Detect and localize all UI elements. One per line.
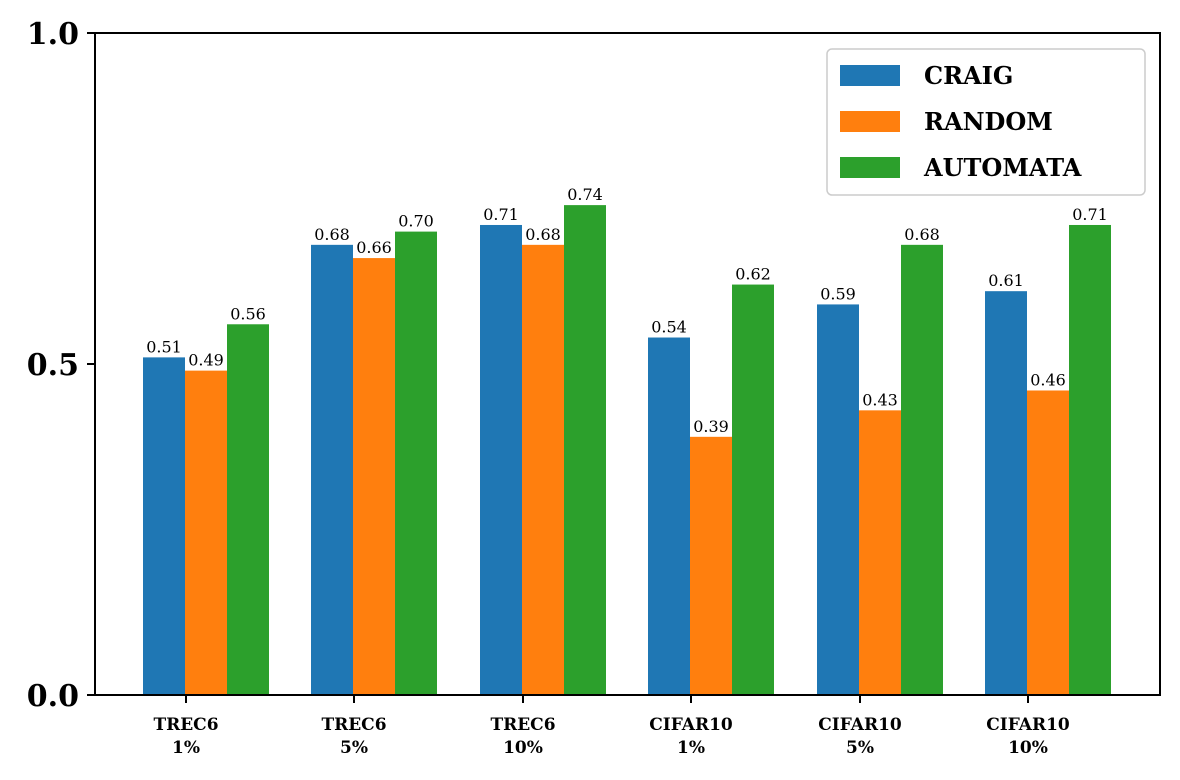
x-tick-label: TREC6 (490, 715, 555, 735)
x-tick-label: CIFAR10 (986, 715, 1070, 735)
x-tick-label: CIFAR10 (818, 715, 902, 735)
bar-value-label: 0.59 (820, 284, 856, 303)
bar-value-label: 0.39 (693, 417, 729, 436)
bar-automata-5 (1069, 224, 1111, 696)
x-tick-label: 10% (503, 738, 543, 758)
bar-craig-3 (648, 337, 690, 695)
legend-label-craig: CRAIG (924, 61, 1013, 90)
bar-automata-0 (227, 324, 269, 695)
bar-automata-2 (564, 205, 606, 695)
bar-craig-1 (311, 244, 353, 695)
bar-craig-4 (817, 304, 859, 695)
legend-swatch-automata (840, 157, 900, 178)
bars-layer: 0.51 0.68 0.71 0.54 0.59 0.61 0.49 0.66 0.68 0.39… (143, 185, 1111, 696)
bar-craig-0 (143, 357, 185, 695)
legend: CRAIG RANDOM AUTOMATA (826, 48, 1146, 196)
x-tick-label: TREC6 (153, 715, 218, 735)
x-tick-label: 5% (846, 738, 874, 758)
bar-value-label: 0.43 (862, 390, 898, 409)
bar-random-2 (522, 244, 564, 695)
legend-box (826, 48, 1146, 196)
axes-layer: 0.0 0.5 1.0 TREC6 1% TREC6 5% TREC6 10% CIFAR10 1%… (27, 17, 1161, 758)
x-tick-label: 5% (340, 738, 368, 758)
bar-value-label: 0.49 (188, 351, 224, 370)
bar-value-label: 0.68 (904, 225, 940, 244)
y-tick-label: 0.5 (27, 348, 79, 383)
bar-value-label: 0.51 (146, 337, 182, 356)
bar-value-label: 0.56 (230, 304, 266, 323)
legend-swatch-random (840, 111, 900, 132)
bar-value-label: 0.68 (314, 225, 350, 244)
x-tick-label: 10% (1008, 738, 1048, 758)
y-tick-label: 1.0 (27, 17, 79, 52)
bar-value-label: 0.68 (525, 225, 561, 244)
bar-craig-2 (480, 224, 522, 696)
x-tick-label: 1% (677, 738, 705, 758)
bar-random-4 (859, 410, 901, 695)
x-tick-label: 1% (172, 738, 200, 758)
bar-automata-4 (901, 244, 943, 695)
bar-random-5 (1027, 390, 1069, 695)
bar-random-0 (185, 370, 227, 695)
legend-label-automata: AUTOMATA (923, 153, 1082, 182)
legend-label-random: RANDOM (924, 107, 1053, 136)
bar-value-label: 0.70 (398, 212, 434, 231)
bar-value-label: 0.71 (1072, 205, 1108, 224)
bar-automata-1 (395, 231, 437, 695)
x-tick-label: CIFAR10 (649, 715, 733, 735)
y-tick-label: 0.0 (27, 679, 79, 714)
bar-random-1 (353, 258, 395, 695)
bar-value-label: 0.74 (567, 185, 603, 204)
bar-value-label: 0.54 (651, 318, 687, 337)
bar-craig-5 (985, 291, 1027, 695)
bar-value-label: 0.66 (356, 238, 392, 257)
legend-swatch-craig (840, 65, 900, 86)
bar-random-3 (690, 436, 732, 695)
bar-value-label: 0.46 (1030, 370, 1066, 389)
bar-value-label: 0.61 (988, 271, 1024, 290)
bar-value-label: 0.71 (483, 205, 519, 224)
bar-value-label: 0.62 (735, 265, 771, 284)
x-tick-label: TREC6 (321, 715, 386, 735)
bar-automata-3 (732, 284, 774, 695)
